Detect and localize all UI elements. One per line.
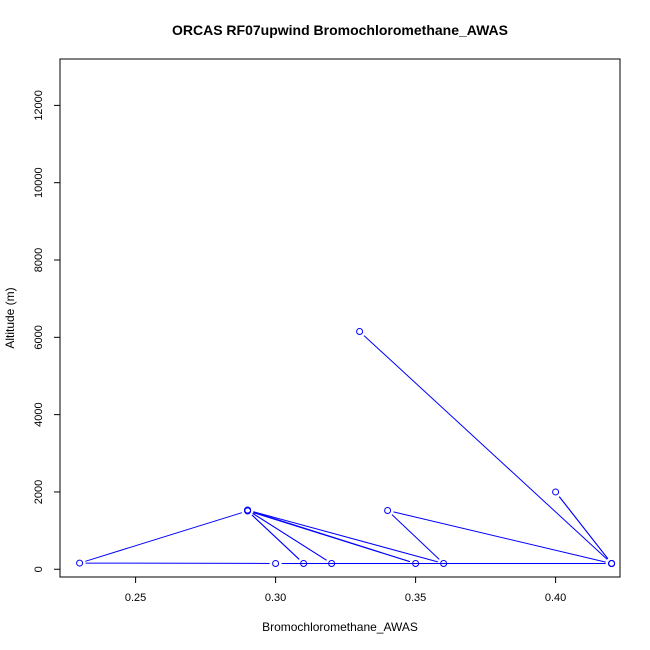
series-points: [76, 328, 616, 567]
data-point: [300, 559, 308, 567]
y-tick-label: 6000: [33, 325, 45, 349]
y-axis-label: Altitude (m): [3, 287, 17, 348]
x-tick-label: 0.30: [265, 592, 286, 604]
data-point: [272, 559, 280, 567]
series-segment: [251, 514, 300, 560]
chart-title: ORCAS RF07upwind Bromochloromethane_AWAS: [172, 22, 508, 38]
x-axis: 0.25 0.30 0.35 0.40: [125, 577, 566, 604]
data-point: [384, 507, 392, 515]
data-point: [356, 328, 364, 336]
series-segment: [253, 511, 438, 563]
series-lines: [85, 335, 609, 564]
y-tick-label: 8000: [33, 248, 45, 272]
x-axis-label: Bromochloromethane_AWAS: [262, 620, 418, 634]
series-segment: [393, 511, 606, 563]
y-tick-label: 10000: [33, 167, 45, 198]
data-point: [440, 559, 448, 567]
data-point: [412, 559, 420, 567]
data-point: [552, 488, 560, 496]
data-point: [244, 507, 252, 515]
x-tick-label: 0.40: [545, 592, 566, 604]
y-tick-label: 2000: [33, 480, 45, 504]
data-point: [608, 559, 616, 567]
y-tick-label: 0: [33, 566, 45, 572]
y-axis: 0 2000 4000 6000 8000 10000 12000: [33, 90, 60, 572]
series-segment: [391, 514, 440, 560]
data-point: [328, 559, 336, 567]
series-segment: [253, 512, 411, 563]
series-segment: [252, 512, 327, 561]
series-segment: [85, 512, 243, 562]
series-segment: [363, 335, 608, 560]
data-point: [76, 559, 84, 567]
plot-frame: [59, 58, 621, 578]
x-tick-label: 0.35: [405, 592, 426, 604]
x-tick-label: 0.25: [125, 592, 146, 604]
y-tick-label: 12000: [33, 90, 45, 121]
series-segment: [558, 496, 609, 560]
y-tick-label: 4000: [33, 402, 45, 426]
